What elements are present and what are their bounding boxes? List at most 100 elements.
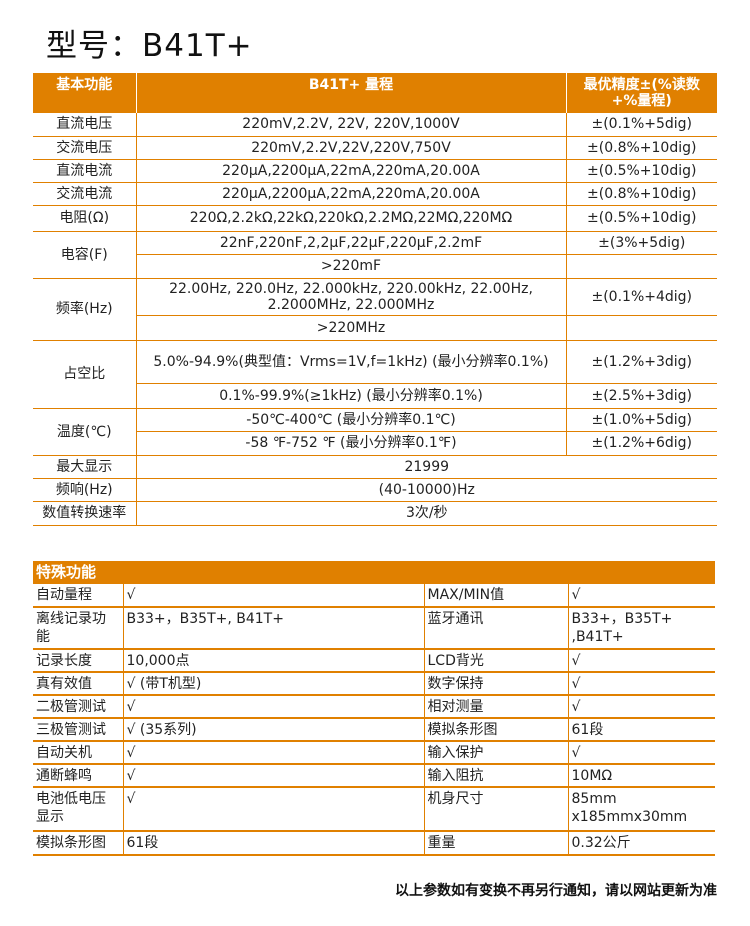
- range-cell: -58 ℉-752 ℉ (最小分辨率0.1℉): [135, 431, 566, 456]
- accuracy-cell: ±(1.2%+6dig): [565, 431, 717, 456]
- range-cell: >220mF: [135, 254, 566, 279]
- feature-cell: 模拟条形图: [33, 830, 123, 856]
- function-cell: 直流电流: [33, 159, 136, 183]
- accuracy-cell: ±(0.8%+10dig): [565, 136, 717, 160]
- accuracy-cell: [565, 254, 717, 279]
- value-cell: B33+，B35T+, B41T+: [122, 606, 424, 650]
- range-cell: 220Ω,2.2kΩ,22kΩ,220kΩ,2.2MΩ,22MΩ,220MΩ: [135, 205, 566, 232]
- value-cell: 85mm x185mmx30mm: [567, 786, 716, 832]
- function-cell: 直流电压: [33, 113, 136, 137]
- table-row: 电池低电压显示 √ 机身尺寸 85mm x185mmx30mm: [33, 786, 716, 832]
- value-cell: 10MΩ: [567, 763, 716, 788]
- accuracy-cell: ±(0.5%+10dig): [565, 159, 717, 183]
- accuracy-cell: ±(1.0%+5dig): [565, 408, 717, 432]
- function-cell: 数值转换速率: [33, 501, 136, 526]
- value-cell: (40-10000)Hz: [135, 478, 717, 502]
- value-cell: √: [122, 740, 424, 765]
- feature-cell: 重量: [423, 830, 568, 856]
- feature-cell: 输入阻抗: [423, 763, 568, 788]
- feature-cell: 三极管测试: [33, 717, 123, 742]
- feature-cell: 电池低电压显示: [33, 786, 123, 832]
- range-cell: 220μA,2200μA,22mA,220mA,20.00A: [135, 182, 566, 206]
- feature-cell: 相对测量: [423, 694, 568, 719]
- table-row: 记录长度 10,000点 LCD背光 √: [33, 648, 716, 673]
- feature-cell: 蓝牙通讯: [423, 606, 568, 650]
- range-cell: 220mV,2.2V, 22V, 220V,1000V: [135, 113, 566, 137]
- value-cell: 10,000点: [122, 648, 424, 673]
- header-function: 基本功能: [33, 73, 136, 113]
- range-cell: 220μA,2200μA,22mA,220mA,20.00A: [135, 159, 566, 183]
- range-cell: 22nF,220nF,2,2μF,22μF,220μF,2.2mF: [135, 231, 566, 255]
- accuracy-cell: ±(0.1%+4dig): [565, 278, 717, 316]
- footer-note: 以上参数如有变换不再另行通知，请以网站更新为准: [395, 883, 717, 899]
- function-cell: 交流电压: [33, 136, 136, 160]
- accuracy-cell: [565, 315, 717, 341]
- value-cell: √ (35系列): [122, 717, 424, 742]
- feature-cell: MAX/MIN值: [423, 583, 568, 608]
- range-cell: >220MHz: [135, 315, 566, 341]
- header-accuracy: 最优精度±(%读数+%量程): [565, 73, 717, 113]
- table-row: 电容(F) 22nF,220nF,2,2μF,22μF,220μF,2.2mF ±(…: [33, 231, 717, 279]
- range-cell: 220mV,2.2V,22V,220V,750V: [135, 136, 566, 160]
- table-row: 温度(℃) -50℃-400℃ (最小分辨率0.1℃) ±(1.0%+5dig): [33, 408, 717, 456]
- table-row: 数值转换速率 3次/秒: [33, 501, 717, 526]
- feature-cell: 数字保持: [423, 671, 568, 696]
- table-row: -58 ℉-752 ℉ (最小分辨率0.1℉) ±(1.2%+6dig): [33, 431, 717, 456]
- value-cell: √: [567, 648, 716, 673]
- function-cell: 电容(F): [33, 231, 136, 279]
- feature-cell: 真有效值: [33, 671, 123, 696]
- value-cell: √: [122, 694, 424, 719]
- range-cell: 0.1%-99.9%(≥1kHz) (最小分辨率0.1%): [135, 383, 566, 409]
- value-cell: 3次/秒: [135, 501, 717, 526]
- function-cell: 频响(Hz): [33, 478, 136, 502]
- value-cell: 61段: [567, 717, 716, 742]
- table-row: 真有效值 √ (带T机型) 数字保持 √: [33, 671, 716, 696]
- table-row: 0.1%-99.9%(≥1kHz) (最小分辨率0.1%) ±(2.5%+3dig…: [33, 383, 717, 409]
- feature-cell: 自动量程: [33, 583, 123, 608]
- table-row: 交流电流 220μA,2200μA,22mA,220mA,20.00A ±(0.8%…: [33, 182, 717, 206]
- feature-cell: 机身尺寸: [423, 786, 568, 832]
- table-row: 最大显示 21999: [33, 455, 717, 479]
- header-range: B41T+ 量程: [135, 73, 566, 113]
- feature-cell: LCD背光: [423, 648, 568, 673]
- table-row: 频率(Hz) 22.00Hz, 220.0Hz, 22.000kHz, 220.0…: [33, 278, 717, 341]
- range-cell: -50℃-400℃ (最小分辨率0.1℃): [135, 408, 566, 432]
- accuracy-cell: ±(0.1%+5dig): [565, 113, 717, 137]
- accuracy-cell: ±(1.2%+3dig): [565, 340, 717, 384]
- range-cell: 22.00Hz, 220.0Hz, 22.000kHz, 220.00kHz, …: [135, 278, 566, 316]
- feature-cell: 二极管测试: [33, 694, 123, 719]
- table-row: 占空比 5.0%-94.9%(典型值：Vrms=1V,f=1kHz) (最小分辨率…: [33, 340, 717, 409]
- range-cell: 5.0%-94.9%(典型值：Vrms=1V,f=1kHz) (最小分辨率0.1…: [135, 340, 566, 384]
- value-cell: 0.32公斤: [567, 830, 716, 856]
- table-row: 离线记录功能 B33+，B35T+, B41T+ 蓝牙通讯 B33+，B35T+ ,B…: [33, 606, 716, 650]
- function-cell: 频率(Hz): [33, 278, 136, 341]
- value-cell: √: [122, 786, 424, 832]
- table-row: >220MHz: [33, 315, 717, 341]
- table-row: >220mF: [33, 254, 717, 279]
- special-features-table: 特殊功能 自动量程 √ MAX/MIN值 √ 离线记录功能 B33+，B35T+, B41…: [33, 561, 716, 856]
- function-cell: 电阻(Ω): [33, 205, 136, 232]
- function-cell: 温度(℃): [33, 408, 136, 456]
- page-title: 型号：B41T+: [46, 28, 253, 64]
- accuracy-cell: ±(0.5%+10dig): [565, 205, 717, 232]
- basic-spec-table: 基本功能 B41T+ 量程 最优精度±(%读数+%量程) 直流电压 220mV,2…: [33, 73, 717, 526]
- table-row: 自动量程 √ MAX/MIN值 √: [33, 583, 716, 608]
- special-header: 特殊功能: [33, 561, 716, 584]
- value-cell: √ (带T机型): [122, 671, 424, 696]
- value-cell: B33+，B35T+ ,B41T+: [567, 606, 716, 650]
- table-row: 电阻(Ω) 220Ω,2.2kΩ,22kΩ,220kΩ,2.2MΩ,22MΩ,22…: [33, 205, 717, 232]
- table-row: 交流电压 220mV,2.2V,22V,220V,750V ±(0.8%+10dig…: [33, 136, 717, 160]
- table-row: 频响(Hz) (40-10000)Hz: [33, 478, 717, 502]
- value-cell: √: [567, 694, 716, 719]
- value-cell: √: [122, 583, 424, 608]
- value-cell: 61段: [122, 830, 424, 856]
- accuracy-cell: ±(0.8%+10dig): [565, 182, 717, 206]
- feature-cell: 自动关机: [33, 740, 123, 765]
- feature-cell: 离线记录功能: [33, 606, 123, 650]
- function-cell: 交流电流: [33, 182, 136, 206]
- value-cell: √: [122, 763, 424, 788]
- value-cell: 21999: [135, 455, 717, 479]
- table-row: 自动关机 √ 输入保护 √: [33, 740, 716, 765]
- function-cell: 最大显示: [33, 455, 136, 479]
- function-cell: 占空比: [33, 340, 136, 409]
